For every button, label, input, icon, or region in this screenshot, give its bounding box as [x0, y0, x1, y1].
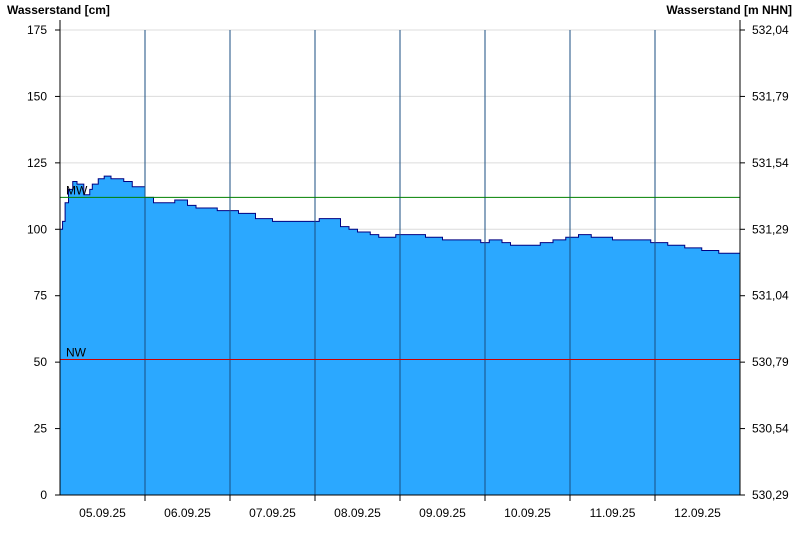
reference-lines: MW NW [60, 183, 740, 360]
x-tick-label: 09.09.25 [419, 506, 466, 520]
y-tick-label: 150 [27, 89, 47, 103]
x-tick-label: 06.09.25 [164, 506, 211, 520]
x-tick-label: 08.09.25 [334, 506, 381, 520]
reference-line-label: NW [66, 345, 87, 359]
x-tick-label: 07.09.25 [249, 506, 296, 520]
y-axis-right-ticks: 530,29 530,54 530,79 531,04 531,29 531,54 531,… [740, 23, 789, 502]
y-right-tick-label: 530,29 [752, 488, 789, 502]
y-tick-label: 75 [34, 289, 48, 303]
y-right-tick-label: 530,79 [752, 355, 789, 369]
y-tick-label: 100 [27, 222, 47, 236]
x-tick-label: 10.09.25 [504, 506, 551, 520]
y-tick-label: 175 [27, 23, 47, 37]
x-tick-label: 11.09.25 [590, 506, 636, 520]
y-tick-label: 50 [34, 355, 48, 369]
x-tick-label: 05.09.25 [79, 506, 126, 520]
y-right-tick-label: 531,04 [752, 289, 789, 303]
y-axis-left-ticks: 0 25 50 75 100 125 150 175 [27, 23, 60, 502]
series-line [60, 175, 741, 256]
y-tick-label: 125 [27, 156, 47, 170]
y-axis-right-title: Wasserstand [m NHN] [666, 3, 792, 17]
y-right-tick-label: 531,29 [752, 222, 789, 236]
day-divider-lines [144, 30, 656, 495]
reference-line-label: MW [66, 183, 88, 197]
y-right-tick-label: 532,04 [752, 23, 789, 37]
x-axis-ticks: 05.09.25 06.09.25 07.09.25 08.09.25 09.09.25… [79, 495, 721, 520]
y-axis-left-title: Wasserstand [cm] [7, 3, 110, 17]
y-right-tick-label: 531,54 [752, 156, 789, 170]
y-right-tick-label: 531,79 [752, 89, 789, 103]
y-right-tick-label: 530,54 [752, 422, 789, 436]
y-tick-label: 0 [40, 488, 47, 502]
y-tick-label: 25 [34, 422, 48, 436]
x-tick-label: 12.09.25 [674, 506, 721, 520]
